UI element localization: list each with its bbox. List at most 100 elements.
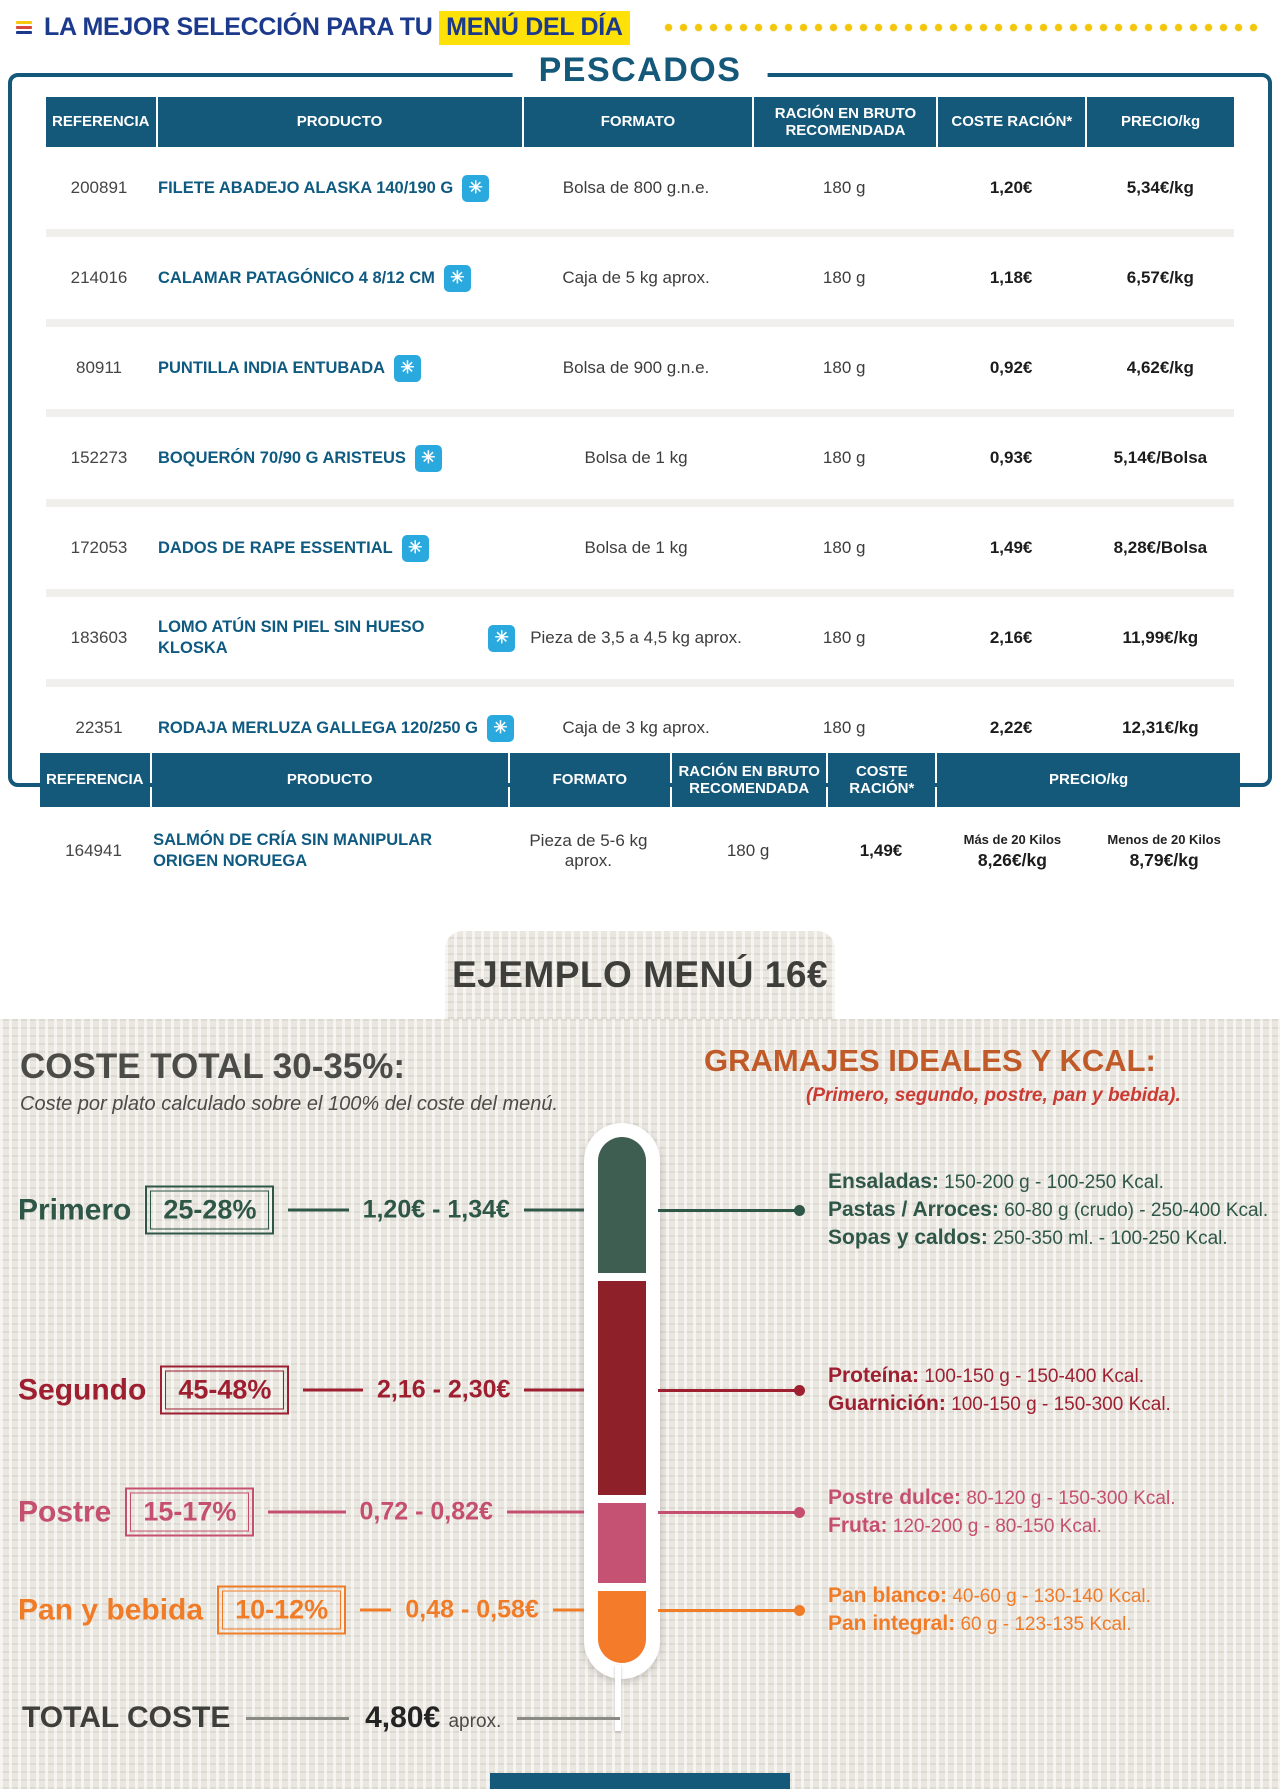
price-under-20kg: Menos de 20 Kilos 8,79€/kg: [1107, 831, 1221, 870]
thermometer-bottom-connector: [615, 1665, 621, 1731]
cell-precio: 4,62€/kg: [1126, 358, 1194, 377]
connector-line: [288, 1208, 349, 1212]
column-header-coste: COSTE RACIÓN*: [828, 753, 936, 807]
brand-stripes-icon: [16, 21, 32, 34]
page-title-highlight: MENÚ DEL DÍA: [439, 11, 630, 45]
connector-line: [658, 1204, 805, 1216]
cell-coste: 0,92€: [989, 358, 1033, 377]
cell-racion: 180 g: [726, 841, 770, 860]
product-name: RODAJA MERLUZA GALLEGA 120/250 G: [158, 718, 478, 737]
course-label: Primero: [18, 1193, 132, 1226]
menu-infographic: COSTE TOTAL 30-35%: Coste por plato calc…: [0, 1019, 1280, 1789]
cost-row-segundo: Segundo 45-48% 2,16 - 2,30€: [18, 1365, 584, 1415]
connector-line: [658, 1506, 805, 1518]
cell-coste: 1,49€: [859, 841, 903, 860]
cost-row-postre: Postre 15-17% 0,72 - 0,82€: [18, 1487, 585, 1537]
connector-line: [360, 1608, 392, 1612]
cost-total-subtitle: Coste por plato calculado sobre el 100% …: [20, 1093, 559, 1115]
cell-referencia: 214016: [70, 268, 128, 287]
cell-coste: 1,49€: [989, 538, 1033, 557]
cell-referencia: 183603: [70, 628, 128, 647]
cell-producto: PUNTILLA INDIA ENTUBADA ✳: [154, 349, 519, 388]
thermometer-segment-segundo: [598, 1281, 646, 1495]
gramajes-heading: GRAMAJES IDEALES Y KCAL:: [704, 1043, 1156, 1078]
connector-dot: [794, 1384, 805, 1396]
cell-racion: 180 g: [822, 448, 866, 467]
thermometer: [584, 1123, 660, 1679]
course-label: Pan y bebida: [18, 1593, 204, 1626]
snowflake-icon: ✳: [414, 444, 442, 472]
cell-formato: Caja de 5 kg aprox.: [562, 268, 710, 287]
percent-box: 15-17%: [125, 1487, 255, 1537]
cell-precio-split: Más de 20 Kilos 8,26€/kg Menos de 20 Kil…: [937, 826, 1240, 877]
cell-coste: 2,22€: [989, 718, 1033, 737]
page-header: LA MEJOR SELECCIÓN PARA TU MENÚ DEL DÍA: [0, 0, 1280, 47]
gramajes-text: Proteína: 100-150 g - 150-400 Kcal. Guar…: [828, 1364, 1171, 1415]
cell-coste: 1,18€: [989, 268, 1033, 287]
column-header-producto: PRODUCTO: [157, 97, 522, 147]
table-row: 200891 FILETE ABADEJO ALASKA 140/190 G ✳ …: [46, 147, 1234, 229]
cell-racion: 180 g: [822, 538, 866, 557]
price-range: 0,48 - 0,58€: [405, 1595, 539, 1624]
column-header-formato: FORMATO: [509, 753, 670, 807]
column-header-referencia: REFERENCIA: [40, 753, 150, 807]
thermometer-segment-postre: [598, 1503, 646, 1583]
connector-dot: [794, 1506, 805, 1518]
connector-line: [552, 1608, 585, 1612]
connector-line: [517, 1716, 620, 1720]
row-divider: [46, 679, 1234, 687]
snowflake-icon: ✳: [394, 354, 422, 382]
connector-line: [246, 1716, 350, 1720]
cell-precio: 6,57€/kg: [1126, 268, 1194, 287]
snowflake-icon: ✳: [487, 714, 514, 742]
thermometer-segment-primero: [598, 1137, 646, 1273]
product-name: BOQUERÓN 70/90 G ARISTEUS: [158, 448, 406, 467]
gramajes-group-postre: Postre dulce: 80-120 g - 150-300 Kcal. F…: [658, 1482, 1272, 1542]
column-header-coste: COSTE RACIÓN*: [938, 97, 1086, 147]
connector-line: [524, 1388, 584, 1392]
thermometer-bar: [598, 1137, 646, 1665]
product-name: SALMÓN DE CRÍA SIN MANIPULAR ORIGEN NORU…: [153, 831, 433, 870]
table-row: 80911 PUNTILLA INDIA ENTUBADA ✳ Bolsa de …: [46, 327, 1234, 409]
cell-precio: 12,31€/kg: [1122, 718, 1199, 737]
total-cost-label: TOTAL COSTE: [22, 1701, 231, 1734]
product-name: PUNTILLA INDIA ENTUBADA: [158, 358, 386, 377]
column-header-referencia: REFERENCIA: [46, 97, 156, 147]
cell-referencia: 164941: [65, 841, 122, 860]
cell-referencia: 152273: [70, 448, 128, 467]
cell-producto: DADOS DE RAPE ESSENTIAL ✳: [154, 529, 519, 568]
connector-line: [303, 1388, 363, 1392]
gramajes-text: Pan blanco: 40-60 g - 130-140 Kcal. Pan …: [828, 1584, 1151, 1635]
column-header-producto: PRODUCTO: [151, 753, 508, 807]
cell-producto: BOQUERÓN 70/90 G ARISTEUS ✳: [154, 439, 519, 478]
gramajes-group-primero: Ensaladas: 150-200 g - 100-250 Kcal. Pas…: [658, 1166, 1272, 1254]
table-row: 152273 BOQUERÓN 70/90 G ARISTEUS ✳ Bolsa …: [46, 417, 1234, 499]
cell-coste: 2,16€: [989, 628, 1033, 647]
cell-racion: 180 g: [822, 358, 866, 377]
snowflake-icon: ✳: [443, 264, 471, 292]
connector-line: [523, 1208, 584, 1212]
gramajes-group-pan: Pan blanco: 40-60 g - 130-140 Kcal. Pan …: [658, 1580, 1272, 1640]
cell-producto: SALMÓN DE CRÍA SIN MANIPULAR ORIGEN NORU…: [149, 824, 506, 877]
snowflake-icon: ✳: [488, 624, 516, 652]
gramajes-subtitle: (Primero, segundo, postre, pan y bebida)…: [806, 1085, 1181, 1106]
total-cost-row: TOTAL COSTE 4,80€ aprox.: [22, 1701, 620, 1735]
cell-precio: 11,99€/kg: [1122, 628, 1199, 647]
table-row: 183603 LOMO ATÚN SIN PIEL SIN HUESO KLOS…: [46, 597, 1234, 679]
thermometer-segment-pan: [598, 1591, 646, 1663]
salmon-section: REFERENCIA PRODUCTO FORMATO RACIÓN EN BR…: [40, 753, 1240, 895]
cell-precio: 5,34€/kg: [1126, 178, 1194, 197]
table-header: REFERENCIA PRODUCTO FORMATO RACIÓN EN BR…: [40, 753, 1240, 807]
cell-precio: 5,14€/Bolsa: [1113, 448, 1208, 467]
table-row: 214016 CALAMAR PATAGÓNICO 4 8/12 CM ✳ Caj…: [46, 237, 1234, 319]
row-divider: [46, 499, 1234, 507]
table-row: 172053 DADOS DE RAPE ESSENTIAL ✳ Bolsa de…: [46, 507, 1234, 589]
product-name: FILETE ABADEJO ALASKA 140/190 G: [158, 178, 454, 197]
course-label: Postre: [18, 1495, 112, 1528]
pescados-section: PESCADOS REFERENCIA PRODUCTO FORMATO RAC…: [8, 51, 1272, 787]
product-name: LOMO ATÚN SIN PIEL SIN HUESO KLOSKA: [158, 618, 425, 657]
price-range: 2,16 - 2,30€: [376, 1375, 511, 1404]
cell-formato: Pieza de 3,5 a 4,5 kg aprox.: [530, 628, 742, 647]
row-divider: [46, 409, 1234, 417]
price-range: 0,72 - 0,82€: [359, 1497, 493, 1526]
